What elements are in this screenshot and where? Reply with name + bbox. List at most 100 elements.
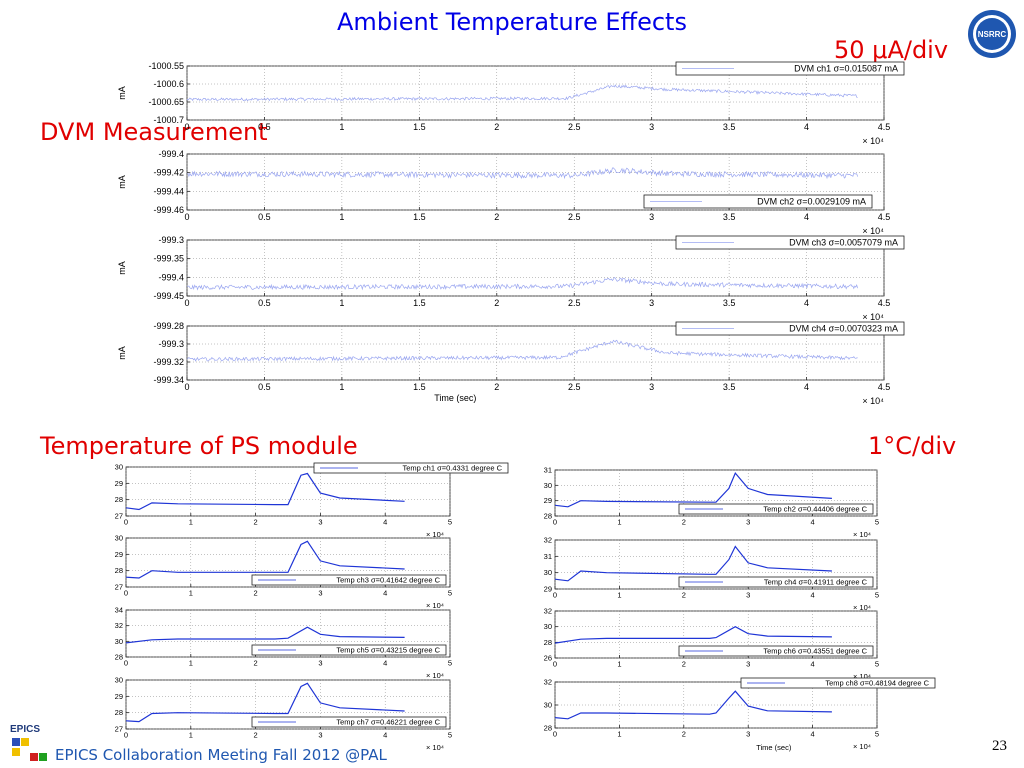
x-tick-label: 1.5 [413, 212, 426, 222]
x-tick-label: 5 [875, 591, 879, 600]
y-tick-label: -999.4 [158, 272, 184, 282]
legend-label: Temp ch7 σ=0.46221 degree C [336, 718, 440, 727]
x-tick-label: 3.5 [723, 122, 736, 132]
chart-t3: 0 1 2 3 4 5 30 29 28 27 × 10⁴ Temp ch3 σ=0.41642 de… [115, 534, 452, 611]
x-tick-label: 2 [682, 660, 686, 669]
chart-t4: 0 1 2 3 4 5 32 31 30 29 × 10⁴ Temp ch4 σ=0.41911 de… [544, 536, 879, 613]
legend-label: Temp ch1 σ=0.4331 degree C [403, 464, 503, 473]
y-tick-label: 28 [544, 638, 552, 647]
x-tick-label: 0.5 [258, 382, 271, 392]
y-tick-label: -999.35 [153, 254, 184, 264]
y-tick-label: 29 [115, 692, 123, 701]
chart-t8: 0 1 2 3 4 5323028× 10⁴Time (sec)Temp ch8 σ=0.… [544, 678, 935, 753]
x-tick-label: 5 [875, 660, 879, 669]
legend-label: Temp ch8 σ=0.48194 degree C [825, 679, 929, 688]
y-axis-label: mA [117, 346, 127, 360]
y-tick-label: 29 [115, 479, 123, 488]
x-tick-label: 1.5 [413, 382, 426, 392]
x-tick-label: 4.5 [878, 212, 891, 222]
y-tick-label: 26 [544, 654, 552, 663]
legend: Temp ch1 σ=0.4331 degree C [314, 463, 508, 473]
y-tick-label: 30 [544, 701, 552, 710]
y-axis-label: mA [117, 175, 127, 189]
y-tick-label: 27 [115, 512, 123, 521]
x-tick-label: 0 [553, 730, 557, 739]
x-multiplier: × 10⁴ [853, 530, 871, 539]
y-axis-label: mA [117, 261, 127, 275]
chart-dvm4: 0 0.5 1 1.5 2 2.5 3 3.5 4 4.5 -999.28 -999.3 -999.32… [117, 321, 904, 406]
x-tick-label: 0 [124, 659, 128, 668]
x-tick-label: 3.5 [723, 298, 736, 308]
x-tick-label: 5 [448, 659, 452, 668]
x-tick-label: 0 [124, 731, 128, 740]
x-tick-label: 2.5 [568, 382, 581, 392]
x-tick-label: 1 [189, 731, 193, 740]
x-tick-label: 2 [494, 122, 499, 132]
y-tick-label: -999.44 [153, 186, 184, 196]
legend-label: DVM ch2 σ=0.0029109 mA [757, 197, 866, 207]
y-tick-label: -999.28 [153, 321, 184, 331]
x-multiplier: × 10⁴ [862, 396, 884, 406]
x-tick-label: 0 [184, 212, 189, 222]
y-tick-label: 30 [115, 676, 123, 685]
x-tick-label: 1 [189, 518, 193, 527]
x-tick-label: 3 [746, 730, 750, 739]
y-tick-label: 28 [544, 512, 552, 521]
x-tick-label: 3 [649, 122, 654, 132]
x-tick-label: 3 [649, 212, 654, 222]
chart-t2: 0 1 2 3 4 5 31 30 29 28 × 10⁴ Temp ch2 σ=0.44406 de… [544, 466, 879, 540]
legend-label: Temp ch2 σ=0.44406 degree C [763, 505, 867, 514]
y-tick-label: 30 [115, 637, 123, 646]
y-tick-label: -999.32 [153, 357, 184, 367]
y-tick-label: 32 [544, 678, 552, 687]
x-tick-label: 2 [682, 591, 686, 600]
x-tick-label: 2 [494, 382, 499, 392]
chart-dvm1: 0 0.5 1 1.5 2 2.5 3 3.5 4 4.5 -1000.55 -1000.6 -1000… [117, 61, 904, 146]
x-tick-label: 4 [811, 660, 815, 669]
x-tick-label: 1 [189, 589, 193, 598]
x-tick-label: 3.5 [723, 212, 736, 222]
x-tick-label: 3 [318, 589, 322, 598]
x-tick-label: 5 [875, 730, 879, 739]
y-tick-label: -1000.55 [148, 61, 184, 71]
legend: Temp ch7 σ=0.46221 degree C [252, 717, 446, 727]
y-axis-label: mA [117, 86, 127, 100]
x-tick-label: 0 [184, 298, 189, 308]
legend: DVM ch2 σ=0.0029109 mA [644, 195, 872, 208]
x-multiplier: × 10⁴ [862, 312, 884, 322]
y-tick-label: 29 [544, 585, 552, 594]
legend: Temp ch6 σ=0.43551 degree C [679, 646, 873, 656]
y-tick-label: -999.42 [153, 168, 184, 178]
y-tick-label: 29 [544, 496, 552, 505]
y-tick-label: 28 [115, 708, 123, 717]
legend: Temp ch3 σ=0.41642 degree C [252, 575, 446, 585]
y-tick-label: 32 [115, 621, 123, 630]
x-tick-label: 2.5 [568, 122, 581, 132]
x-tick-label: 3 [649, 382, 654, 392]
y-tick-label: 27 [115, 725, 123, 734]
x-tick-label: 4 [383, 589, 387, 598]
x-multiplier: × 10⁴ [862, 226, 884, 236]
x-tick-label: 1 [339, 122, 344, 132]
y-tick-label: 30 [115, 463, 123, 472]
x-tick-label: 0 [553, 660, 557, 669]
y-tick-label: 34 [115, 606, 123, 615]
legend-label: Temp ch4 σ=0.41911 degree C [764, 578, 868, 587]
y-tick-label: -999.3 [158, 339, 184, 349]
x-tick-label: 4.5 [878, 382, 891, 392]
y-tick-label: 32 [544, 607, 552, 616]
x-tick-label: 3 [318, 731, 322, 740]
legend: DVM ch3 σ=0.0057079 mA [676, 236, 904, 249]
chart-t5: 0 1 2 3 4 534323028× 10⁴Temp ch5 σ=0.43215 de… [115, 606, 452, 681]
x-tick-label: 1 [617, 730, 621, 739]
y-tick-label: 30 [544, 568, 552, 577]
x-tick-label: 4 [383, 731, 387, 740]
x-multiplier: × 10⁴ [862, 136, 884, 146]
y-tick-label: 28 [115, 495, 123, 504]
x-tick-label: 1 [617, 591, 621, 600]
x-tick-label: 2 [254, 659, 258, 668]
x-tick-label: 4.5 [878, 122, 891, 132]
chart-t6: 0 1 2 3 4 532302826× 10⁴Temp ch6 σ=0.43551 de… [544, 607, 879, 682]
y-tick-label: -999.45 [153, 291, 184, 301]
